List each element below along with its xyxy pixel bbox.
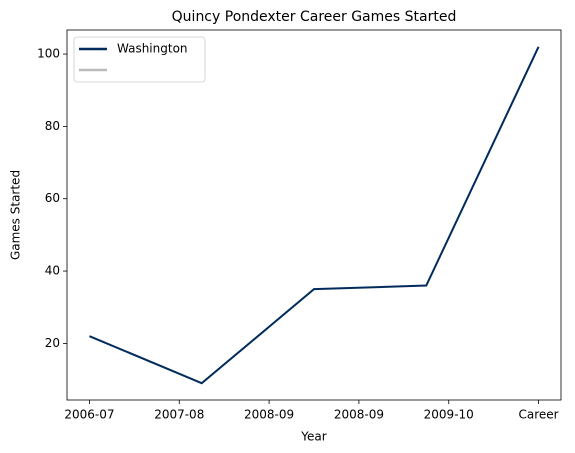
- x-tick-label: 2008-09: [334, 408, 384, 422]
- y-tick-label: 20: [45, 336, 60, 350]
- y-tick-label: 100: [37, 47, 60, 61]
- x-tick-label: 2007-08: [154, 408, 204, 422]
- x-tick-label: 2008-09: [244, 408, 294, 422]
- y-tick-label: 60: [45, 191, 60, 205]
- x-tick-label: 2009-10: [424, 408, 474, 422]
- x-axis-label: Year: [300, 430, 326, 444]
- y-axis-label: Games Started: [9, 170, 23, 260]
- x-tick-label: 2006-07: [64, 408, 114, 422]
- x-tick-label: Career: [518, 408, 558, 422]
- plot-frame: [66, 29, 562, 401]
- chart-title: Quincy Pondexter Career Games Started: [172, 9, 457, 25]
- y-tick-label: 40: [45, 264, 60, 278]
- legend-label: Washington: [117, 42, 188, 56]
- data-line: [89, 46, 540, 385]
- y-tick-label: 80: [45, 119, 60, 133]
